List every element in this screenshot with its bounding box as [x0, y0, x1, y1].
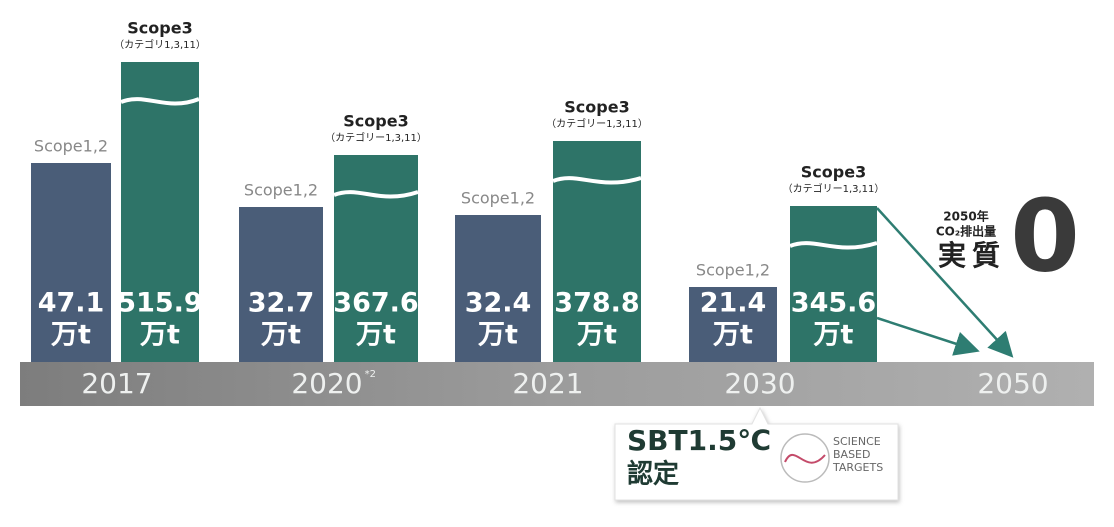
value-unit: 万t [814, 320, 854, 351]
value-unit: 万t [51, 320, 91, 351]
bar [239, 207, 323, 362]
series-label: Scope3 [127, 19, 192, 38]
year-group: Scope1,221.4万tScope3（カテゴリー1,3,11）345.6万t… [689, 163, 885, 400]
year-group: Scope1,247.1万tScope3（カテゴリ1,3,11）515.9万t2… [31, 19, 206, 400]
value-unit: 万t [577, 320, 617, 351]
series-label: Scope3 [343, 112, 408, 131]
value-unit: 万t [261, 320, 301, 351]
series-label: Scope1,2 [461, 189, 535, 208]
logo-text: BASED [833, 448, 870, 461]
bar [334, 155, 418, 362]
callout: SBT1.5℃ 認定 SCIENCE BASED TARGETS [614, 406, 899, 501]
year-note: *2 [365, 369, 376, 380]
year-label: 2017 [81, 367, 152, 400]
logo-text: TARGETS [832, 461, 883, 474]
value-unit: 万t [140, 320, 180, 351]
value-label: 367.6 [333, 288, 418, 319]
value-label: 47.1 [38, 288, 105, 319]
year-label: 2050 [977, 367, 1048, 400]
year-label: 2020 [291, 367, 362, 400]
goal-value: 0 [1010, 177, 1080, 294]
series-sublabel: （カテゴリー1,3,11） [546, 117, 648, 130]
year-group: Scope1,232.4万tScope3（カテゴリー1,3,11）378.8万t… [455, 98, 648, 400]
bar [121, 62, 199, 362]
arrow [876, 316, 980, 356]
bar [689, 287, 777, 362]
break-mark [552, 176, 642, 185]
year-group: Scope1,232.7万tScope3（カテゴリー1,3,11）367.6万t… [239, 112, 427, 400]
value-unit: 万t [478, 320, 518, 351]
break-mark [333, 190, 419, 199]
timeline [20, 362, 1094, 406]
series-label: Scope1,2 [34, 137, 108, 156]
callout-box [614, 406, 899, 501]
value-label: 21.4 [700, 288, 767, 319]
year-label: 2021 [512, 367, 583, 400]
cert-subtitle: 認定 [627, 459, 679, 490]
value-label: 378.8 [554, 288, 639, 319]
value-unit: 万t [713, 320, 753, 351]
series-sublabel: （カテゴリー1,3,11） [783, 182, 885, 195]
logo-mark [780, 433, 830, 483]
goal-text: 実質 [938, 239, 1006, 272]
series-label: Scope3 [564, 98, 629, 117]
series-sublabel: （カテゴリー1,3,11） [325, 131, 427, 144]
break-mark [789, 241, 878, 250]
value-label: 32.7 [248, 288, 315, 319]
series-label: Scope1,2 [244, 181, 318, 200]
value-unit: 万t [356, 320, 396, 351]
value-label: 515.9 [117, 288, 202, 319]
goal-text: CO₂排出量 [936, 224, 996, 239]
bar [31, 163, 111, 362]
series-label: Scope1,2 [696, 261, 770, 280]
year-label: 2030 [724, 367, 795, 400]
break-mark [120, 97, 200, 106]
arrow [876, 207, 1014, 358]
goal-text: 2050年 [943, 209, 988, 224]
bar [455, 215, 541, 362]
value-label: 345.6 [791, 288, 876, 319]
series-label: Scope3 [801, 163, 866, 182]
value-label: 32.4 [465, 288, 532, 319]
logo-text: SCIENCE [833, 435, 881, 448]
series-sublabel: （カテゴリ1,3,11） [114, 38, 206, 51]
cert-title: SBT1.5℃ [627, 424, 771, 457]
logo-mark [784, 454, 826, 464]
bar [790, 206, 877, 362]
